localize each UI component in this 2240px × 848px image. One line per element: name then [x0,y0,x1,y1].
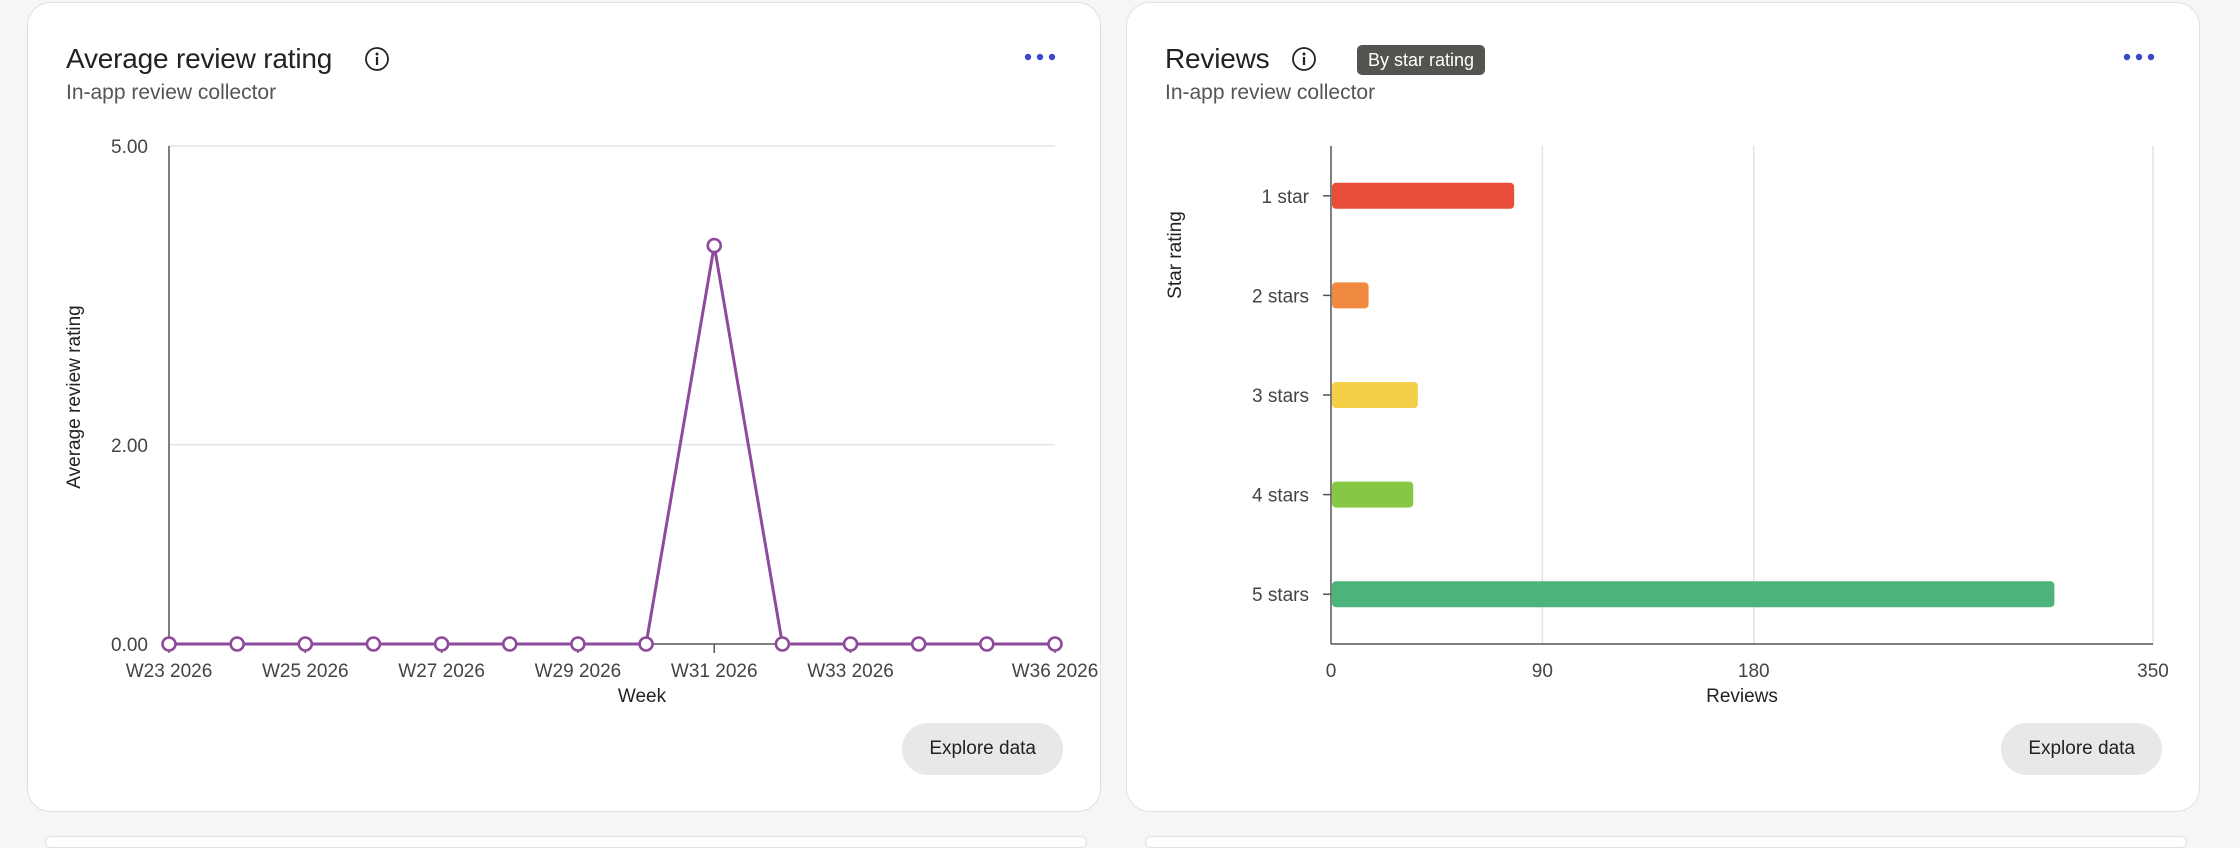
data-point [161,636,177,652]
y-tick-label: 0.00 [111,635,148,656]
more-options-button[interactable] [1022,47,1058,67]
x-axis-title: Week [618,686,667,707]
data-point [433,636,450,652]
data-point [638,636,654,652]
y-axis-title: Average review rating [64,305,85,488]
y-tick-label: 5.00 [111,137,148,158]
more-options-button[interactable] [2121,47,2157,67]
x-tick-label: W31 2026 [671,661,758,682]
y-axis-title: Star rating [1165,211,1186,299]
x-tick-label: 90 [1532,661,1553,682]
data-point [979,636,995,652]
explore-data-button[interactable]: Explore data [902,723,1063,775]
x-axis-title: Reviews [1706,686,1778,707]
data-point [365,636,382,652]
x-tick-label: W33 2026 [807,661,894,682]
line-chart: 5.00 2.00 0.00 W23 2026 W25 2026 W27 2026 W29 … [64,137,1099,707]
x-tick-label: W36 2026 [1012,661,1099,682]
bar [1332,581,2055,608]
card-subtitle: In-app review collector [1165,81,1376,104]
next-card-edge [45,836,1087,848]
x-tick-label: W25 2026 [262,661,349,682]
x-tick-label: 180 [1738,661,1770,682]
card-title: Reviews [1165,43,1270,74]
next-card-edge [1145,836,2187,848]
explore-data-button[interactable]: Explore data [2001,723,2162,775]
card-title: Average review rating [66,43,333,74]
data-point [501,636,518,652]
data-point [1047,636,1063,652]
bar [1332,182,1515,209]
data-point [297,636,314,652]
data-point [910,636,927,652]
x-tick-label: W29 2026 [535,661,622,682]
x-tick-label: 350 [2137,661,2169,682]
bar [1332,382,1418,408]
y-tick-label: 2 stars [1252,286,1309,307]
data-point [229,636,245,652]
average-rating-card: Average review rating In-app review coll… [27,2,1101,812]
y-tick-label: 2.00 [111,436,148,457]
reviews-card: Reviews By star rating In-app review col… [1126,2,2200,812]
series-line [169,244,1055,646]
x-tick-label: 0 [1326,661,1337,682]
x-tick-label: W27 2026 [398,661,485,682]
y-tick-label: 3 stars [1252,386,1309,407]
bar-chart: 0 90 180 350 1 star 2 stars 3 stars 4 stars 5 st… [1165,146,2169,707]
card-subtitle: In-app review collector [66,81,277,104]
data-point [842,636,859,652]
info-icon[interactable] [364,46,390,72]
y-tick-label: 1 star [1261,187,1309,208]
data-point [706,237,723,254]
bar [1332,481,1414,508]
data-point [774,636,791,652]
data-point [570,636,586,652]
y-tick-label: 4 stars [1252,486,1309,507]
info-icon[interactable] [1291,46,1317,72]
bar [1332,282,1369,309]
x-tick-label: W23 2026 [126,661,213,682]
y-tick-label: 5 stars [1252,585,1309,606]
breakdown-badge: By star rating [1357,45,1486,75]
